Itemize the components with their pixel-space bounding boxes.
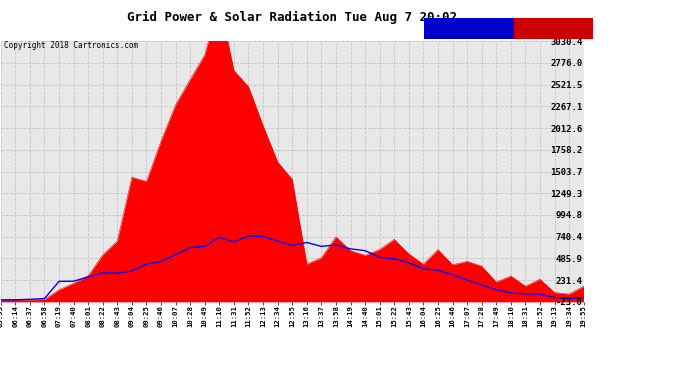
Text: Copyright 2018 Cartronics.com: Copyright 2018 Cartronics.com (4, 41, 138, 50)
Text: Radiation (w/m2): Radiation (w/m2) (427, 25, 497, 32)
Text: Grid (AC Watts): Grid (AC Watts) (517, 25, 582, 32)
Text: Grid Power & Solar Radiation Tue Aug 7 20:02: Grid Power & Solar Radiation Tue Aug 7 2… (127, 11, 457, 24)
